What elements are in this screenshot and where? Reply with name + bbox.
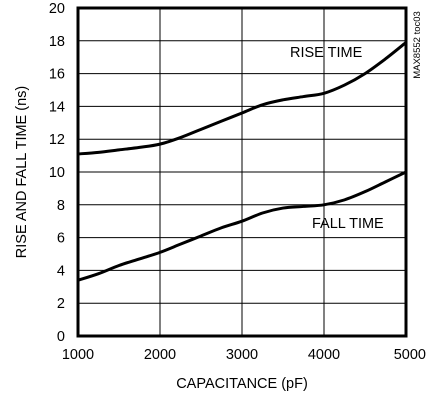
y-tick-label: 6 [57,231,65,247]
y-tick-label: 16 [49,67,65,83]
y-tick-label: 10 [49,165,65,181]
x-tick-label: 5000 [394,347,426,363]
x-tick-label: 2000 [144,347,176,363]
y-tick-label: 20 [49,1,65,17]
fall-time-annotation: FALL TIME [312,216,384,232]
figure-tag: MAX8552 toc03 [412,11,423,79]
rise-time-annotation: RISE TIME [290,45,363,61]
y-tick-label: 0 [57,329,65,345]
x-tick-label: 4000 [308,347,340,363]
x-tick-labels: 1000 2000 3000 4000 5000 [62,347,426,363]
y-tick-labels: 0 2 4 6 8 10 12 14 16 18 20 [49,1,65,345]
y-tick-label: 4 [57,263,65,279]
x-tick-label: 3000 [226,347,258,363]
y-tick-label: 2 [57,296,65,312]
x-tick-label: 1000 [62,347,94,363]
curves [77,41,407,282]
y-tick-label: 14 [49,99,65,115]
fall-time-curve [77,170,407,282]
y-axis-title: RISE AND FALL TIME (ns) [14,86,30,258]
rise-time-curve [77,41,407,156]
x-axis-title: CAPACITANCE (pF) [176,376,308,392]
y-tick-label: 12 [49,132,65,148]
plot-frame [76,6,408,338]
y-tick-label: 8 [57,198,65,214]
y-tick-label: 18 [49,34,65,50]
